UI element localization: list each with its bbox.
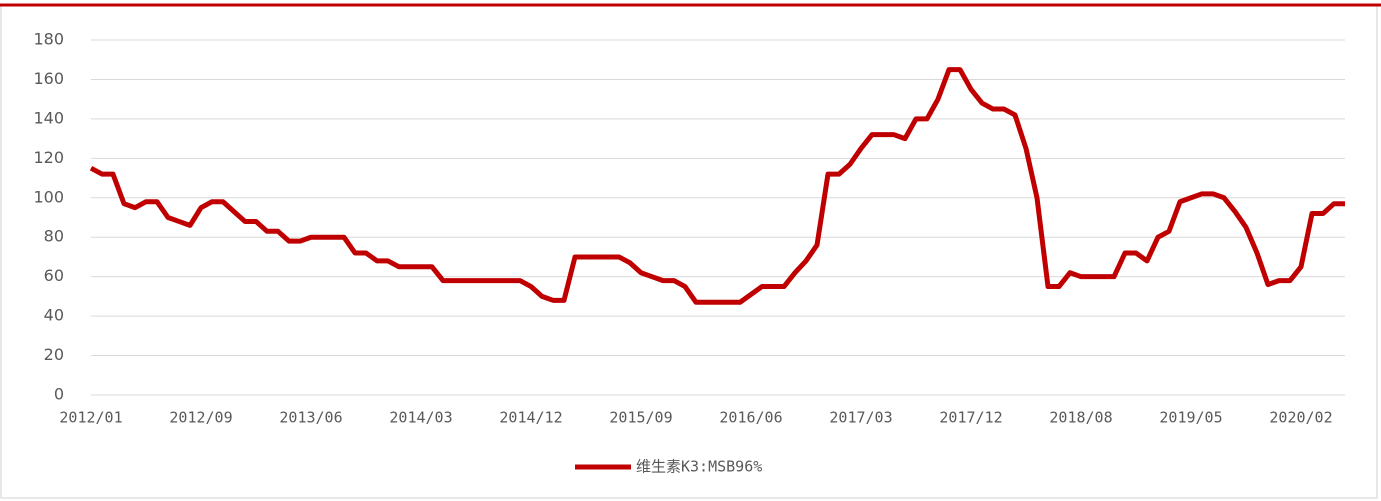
y-tick-label: 40 bbox=[44, 306, 64, 325]
x-tick-label: 2015/09 bbox=[609, 409, 672, 427]
y-tick-label: 0 bbox=[54, 385, 64, 404]
data-line bbox=[89, 67, 1345, 305]
x-tick-label: 2012/01 bbox=[59, 409, 122, 427]
x-tick-label: 2019/05 bbox=[1159, 409, 1222, 427]
x-tick-label: 2017/12 bbox=[939, 409, 1002, 427]
y-tick-label: 20 bbox=[44, 345, 64, 364]
x-tick-label: 2017/03 bbox=[829, 409, 892, 427]
y-tick-label: 160 bbox=[33, 69, 64, 88]
x-tick-label: 2014/03 bbox=[389, 409, 452, 427]
x-tick-label: 2013/06 bbox=[279, 409, 342, 427]
x-tick-label: 2014/12 bbox=[499, 409, 562, 427]
y-tick-label: 140 bbox=[33, 108, 64, 127]
y-tick-label: 60 bbox=[44, 266, 64, 285]
y-tick-label: 80 bbox=[44, 227, 64, 246]
x-tick-label: 2016/06 bbox=[719, 409, 782, 427]
y-tick-label: 100 bbox=[33, 187, 64, 206]
x-tick-label: 2018/08 bbox=[1049, 409, 1112, 427]
x-tick-label: 2012/09 bbox=[169, 409, 232, 427]
legend-label: 维生素K3:MSB96% bbox=[636, 458, 762, 476]
y-tick-label: 180 bbox=[33, 30, 64, 49]
x-tick-label: 2020/02 bbox=[1269, 409, 1332, 427]
y-tick-label: 120 bbox=[33, 148, 64, 167]
